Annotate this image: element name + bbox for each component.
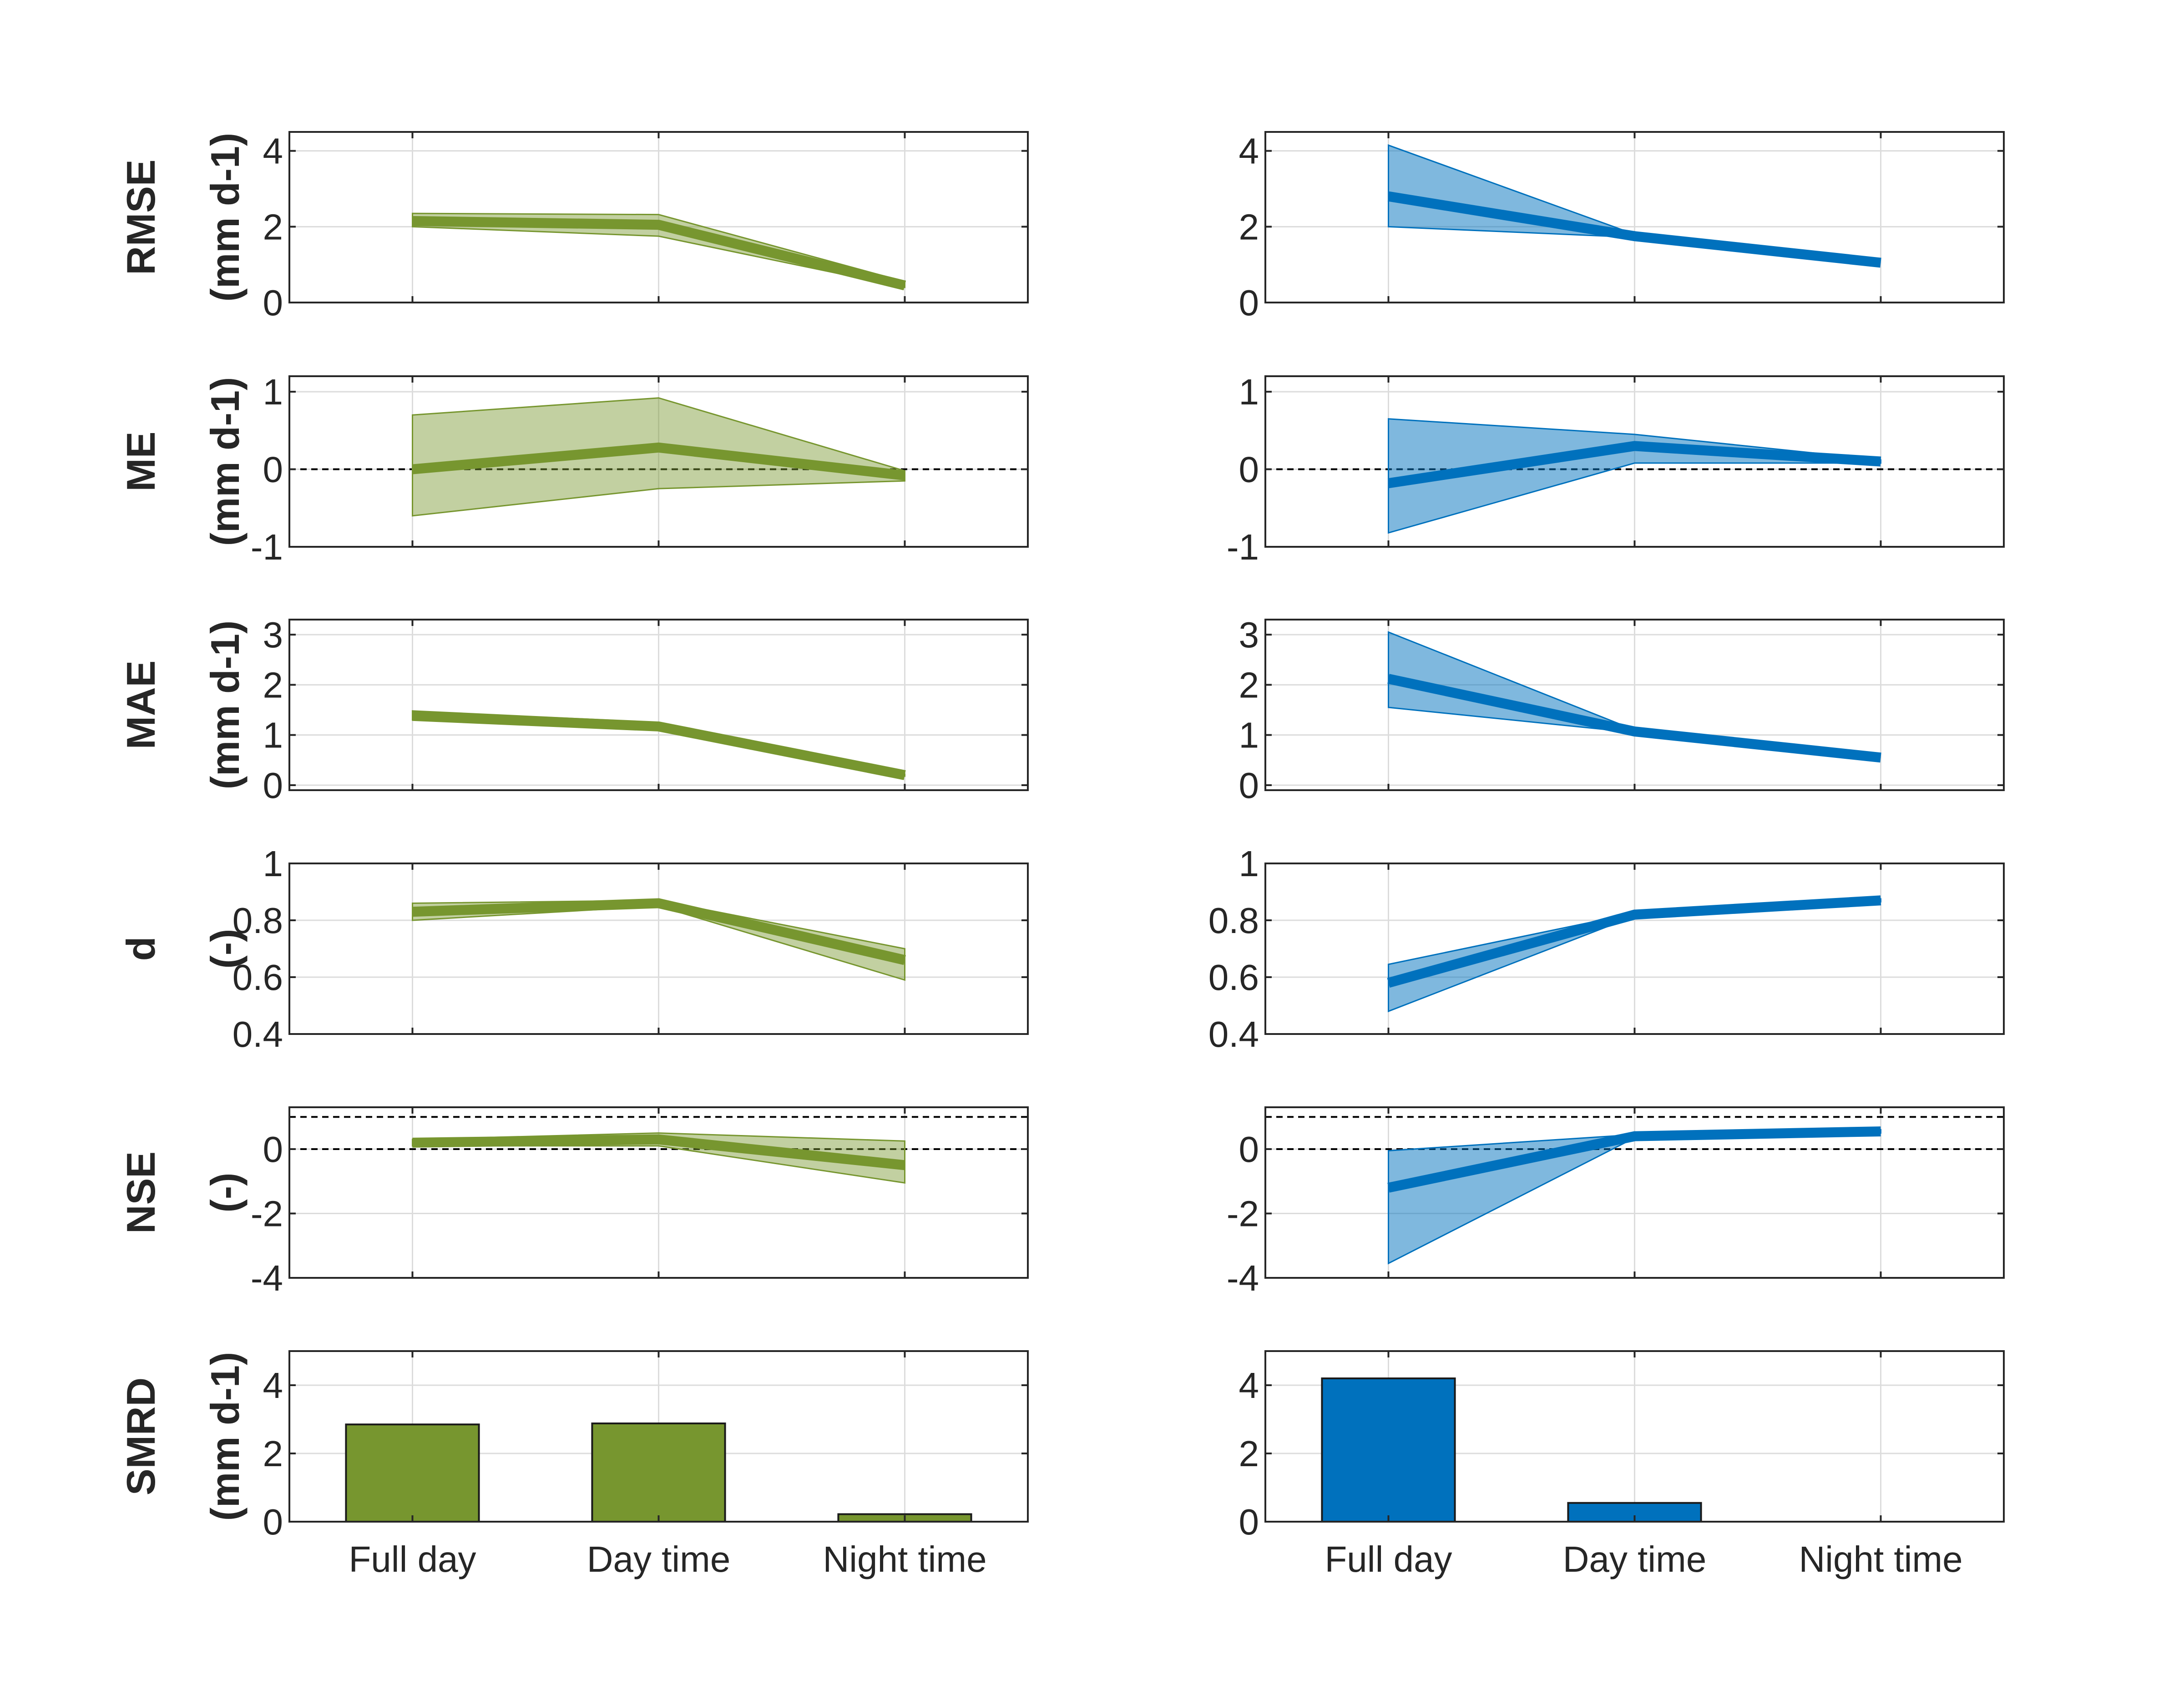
bar: [1321, 1377, 1456, 1523]
y-tick-label: 0.6: [233, 957, 283, 998]
y-tick-label: 0.6: [1208, 957, 1259, 998]
y-tick-label: 0.8: [233, 900, 283, 941]
y-tick-label: 0: [1239, 1502, 1259, 1542]
y-axis-label: MAE: [118, 661, 163, 750]
chart-panel-d-right: 0.4 0.6 0.8 1: [1208, 843, 2005, 1054]
uncertainty-band: [412, 397, 905, 517]
y-axis-label: d: [118, 937, 163, 961]
y-tick-label: 4: [263, 1365, 283, 1406]
chart-panel-smrd-left: 0 2 4 Full day Day time Night time SMRD (mm d-1…: [118, 1350, 1029, 1579]
y-tick-label: 2: [1239, 665, 1259, 705]
y-axis-label: RMSE: [118, 159, 163, 275]
y-tick-label: 1: [1239, 715, 1259, 756]
y-tick-label: 0: [263, 1502, 283, 1542]
y-tick-label: -4: [1227, 1258, 1259, 1298]
chart-panel-me-left: -1 0 1 ME (mm d-1): [118, 372, 1029, 567]
y-tick-label: 3: [263, 615, 283, 655]
x-tick-label: Night time: [823, 1539, 986, 1579]
y-tick-label: 0: [1239, 1129, 1259, 1170]
chart-panel-mae-right: 0 1 2 3: [1239, 615, 2005, 806]
y-tick-label: 2: [263, 665, 283, 705]
x-tick-label: Day time: [1563, 1539, 1707, 1579]
y-tick-label: 0: [1239, 449, 1259, 490]
y-axis-label: NSE: [118, 1151, 163, 1234]
chart-panel-nse-left: -4 -2 0 NSE (-): [118, 1106, 1029, 1298]
y-tick-label: 4: [263, 131, 283, 172]
chart-panel-me-right: -1 0 1: [1227, 372, 2005, 567]
y-axis-unit: (-): [202, 929, 248, 969]
y-tick-label: 0.8: [1208, 900, 1259, 941]
chart-panel-rmse-right: 0 2 4: [1239, 131, 2005, 323]
y-tick-label: -4: [251, 1258, 283, 1298]
y-axis-unit: (mm d-1): [202, 621, 248, 790]
y-tick-label: 3: [1239, 615, 1259, 655]
y-tick-label: -1: [251, 527, 283, 567]
x-tick-label: Night time: [1799, 1539, 1962, 1579]
y-tick-label: -2: [1227, 1193, 1259, 1234]
y-tick-label: -2: [251, 1193, 283, 1234]
y-tick-label: 0: [1239, 765, 1259, 806]
y-tick-label: 4: [1239, 131, 1259, 172]
y-tick-label: 0: [1239, 283, 1259, 323]
y-tick-label: 0: [263, 765, 283, 806]
y-tick-label: 0: [263, 1129, 283, 1170]
chart-panel-d-left: 0.4 0.6 0.8 1 d (-): [118, 843, 1029, 1054]
bar: [591, 1423, 726, 1523]
y-axis-label: SMRD: [118, 1377, 163, 1495]
y-tick-label: 1: [263, 843, 283, 884]
y-axis-unit: (mm d-1): [202, 1352, 248, 1521]
y-tick-label: 1: [263, 372, 283, 412]
y-axis-unit: (mm d-1): [202, 133, 248, 302]
chart-panel-nse-right: -4 -2 0: [1227, 1106, 2005, 1298]
y-tick-label: 0: [263, 449, 283, 490]
y-tick-label: 2: [263, 1433, 283, 1474]
uncertainty-band: [1388, 418, 1881, 534]
y-axis-unit: (-): [202, 1173, 248, 1213]
chart-panel-rmse-left: 0 2 4 RMSE (mm d-1): [118, 131, 1029, 323]
x-tick-label: Full day: [349, 1539, 476, 1579]
chart-panel-smrd-right: 0 2 4 Full day Day time Night time: [1239, 1350, 2005, 1579]
x-tick-label: Full day: [1325, 1539, 1452, 1579]
y-tick-label: 0.4: [1208, 1014, 1259, 1054]
y-tick-label: 2: [1239, 1433, 1259, 1474]
bar: [345, 1423, 480, 1523]
y-tick-label: 2: [1239, 207, 1259, 247]
y-tick-label: 0.4: [233, 1014, 283, 1054]
y-tick-label: 4: [1239, 1365, 1259, 1406]
y-tick-label: 2: [263, 207, 283, 247]
y-tick-label: 1: [263, 715, 283, 756]
y-axis-label: ME: [118, 432, 163, 492]
y-tick-label: 0: [263, 283, 283, 323]
y-tick-label: 1: [1239, 372, 1259, 412]
y-tick-label: 1: [1239, 843, 1259, 884]
chart-panel-mae-left: 0 1 2 3 MAE (mm d-1): [118, 615, 1029, 806]
y-tick-label: -1: [1227, 527, 1259, 567]
y-axis-unit: (mm d-1): [202, 377, 248, 546]
x-tick-label: Day time: [587, 1539, 731, 1579]
